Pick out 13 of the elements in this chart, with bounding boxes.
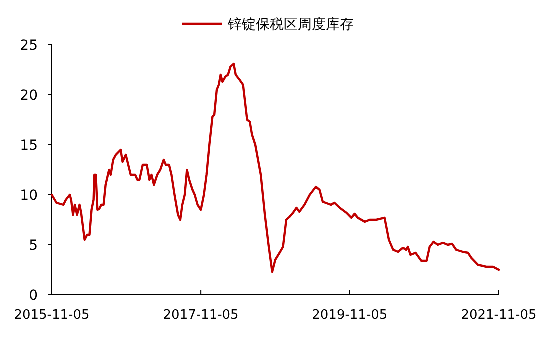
legend: 锌锭保税区周度库存 — [182, 17, 354, 33]
x-tick-label: 2019-11-05 — [312, 308, 388, 323]
y-tick-label: 20 — [20, 88, 38, 104]
line-series — [50, 62, 500, 274]
y-tick-label: 15 — [20, 138, 38, 154]
x-tick-label: 2017-11-05 — [163, 308, 239, 323]
x-tick-label: 2015-11-05 — [14, 308, 90, 323]
y-tick-label: 10 — [20, 188, 38, 204]
y-tick-label: 0 — [29, 288, 38, 304]
y-tick-label: 5 — [29, 238, 38, 254]
legend-label: 锌锭保税区周度库存 — [227, 17, 354, 33]
y-tick-label: 25 — [20, 38, 38, 54]
x-tick-label: 2021-11-05 — [461, 308, 537, 323]
